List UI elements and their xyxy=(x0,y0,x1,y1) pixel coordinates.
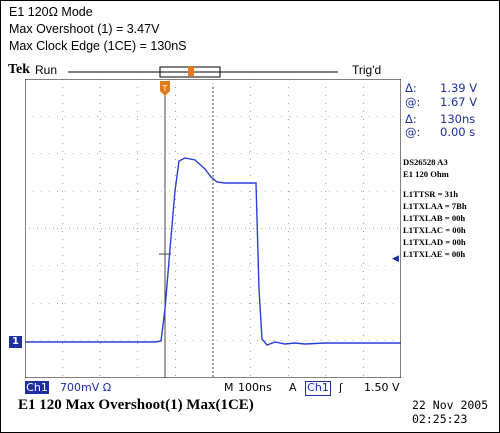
trigger-source[interactable]: Ch1 xyxy=(305,381,331,396)
register-line: L1TXLAC = 00h xyxy=(403,225,466,235)
delta-t-value: 130ns xyxy=(440,112,476,126)
trigger-level[interactable]: 1.50 V xyxy=(364,381,400,394)
device-id: DS26528 A3 xyxy=(403,157,448,167)
at-t-value: 0.00 s xyxy=(440,125,476,139)
trigger-position-icon xyxy=(188,66,194,76)
capture-date: 22 Nov 2005 xyxy=(412,398,489,412)
header-mode: E1 120Ω Mode xyxy=(9,5,93,19)
at-v-value: 1.67 V xyxy=(440,95,478,109)
scope-caption: E1 120 Max Overshoot(1) Max(1CE) xyxy=(18,397,254,413)
delta-t-label: Δ: xyxy=(405,112,417,126)
trigger-slope-icon: ʃ xyxy=(339,381,343,394)
run-status: Run xyxy=(35,63,58,77)
channel1-button[interactable]: Ch1 xyxy=(25,381,49,394)
record-position-bar[interactable] xyxy=(68,66,338,78)
register-line: L1TXLAA = 7Bh xyxy=(403,201,467,211)
register-line: L1TXLAE = 00h xyxy=(403,249,466,259)
timebase-label: M xyxy=(224,381,234,394)
channel1-ground-marker[interactable]: 1 xyxy=(9,336,22,348)
header-overshoot: Max Overshoot (1) = 3.47V xyxy=(9,22,160,36)
register-line: L1TXLAD = 00h xyxy=(403,237,466,247)
trigger-level-icon[interactable]: ◀ xyxy=(392,253,399,263)
line-mode: E1 120 Ohm xyxy=(403,169,449,179)
trigger-time-icon: T xyxy=(160,81,170,96)
svg-text:T: T xyxy=(162,84,168,93)
channel1-waveform xyxy=(25,157,401,346)
register-line: L1TTSR = 31h xyxy=(403,189,459,199)
volts-per-div[interactable]: 700mV Ω xyxy=(60,381,112,394)
timebase-value[interactable]: 100ns xyxy=(238,381,272,394)
capture-time: 02:25:23 xyxy=(412,412,468,426)
trigger-status: Trig'd xyxy=(352,63,382,77)
brand-logo: Tek xyxy=(8,62,31,77)
register-line: L1TXLAB = 00h xyxy=(403,213,466,223)
at-t-label: @: xyxy=(405,125,421,139)
trigger-mode: A xyxy=(289,381,297,394)
oscilloscope-graticule[interactable]: T xyxy=(25,79,401,378)
at-v-label: @: xyxy=(405,95,421,109)
scope-top-bar: Tek Run Trig'd xyxy=(8,62,492,78)
header-clock-edge: Max Clock Edge (1CE) = 130nS xyxy=(9,39,187,53)
delta-v-label: Δ: xyxy=(405,81,417,95)
delta-v-value: 1.39 V xyxy=(440,81,478,95)
